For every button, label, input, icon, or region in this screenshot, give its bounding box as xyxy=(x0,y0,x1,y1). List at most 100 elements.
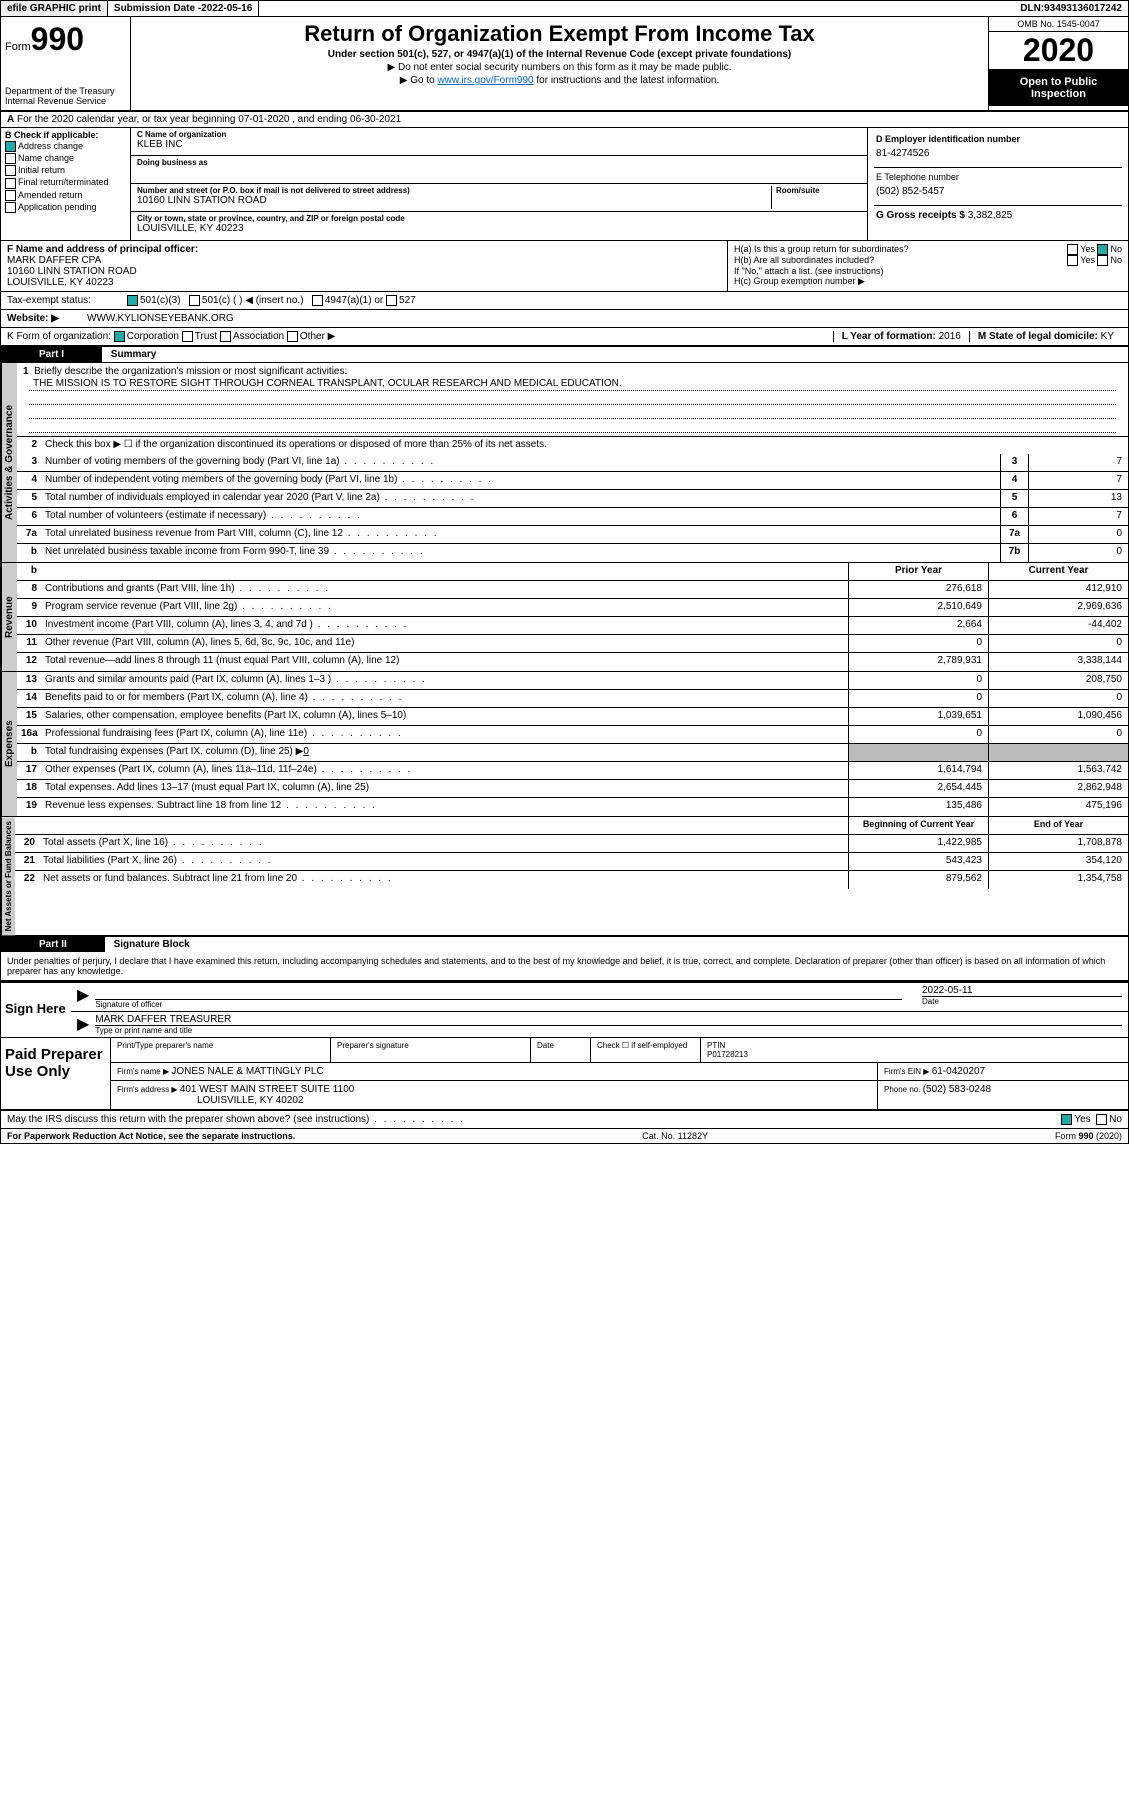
line12: 12Total revenue—add lines 8 through 11 (… xyxy=(17,653,1128,671)
hb2-text: If "No," attach a list. (see instruction… xyxy=(734,266,1122,276)
l20-text: Total assets (Part X, line 16) xyxy=(39,835,848,852)
paid-row3: Firm's address ▶ 401 WEST MAIN STREET SU… xyxy=(111,1081,1128,1109)
sign-section: Sign Here ▶ Signature of officer 2022-05… xyxy=(1,981,1128,1038)
submission-date: Submission Date - 2022-05-16 xyxy=(108,1,259,16)
checkbox-icon[interactable] xyxy=(1067,255,1078,266)
l-val: 2016 xyxy=(939,331,961,342)
line16b: bTotal fundraising expenses (Part IX, co… xyxy=(17,744,1128,762)
col-h: H(a) Is this a group return for subordin… xyxy=(728,241,1128,291)
c14: 0 xyxy=(988,690,1128,707)
c16a: 0 xyxy=(988,726,1128,743)
checkbox-icon[interactable] xyxy=(189,295,200,306)
line4: 4Number of independent voting members of… xyxy=(17,472,1128,490)
checkbox-icon[interactable] xyxy=(312,295,323,306)
footer-right: Form 990 (2020) xyxy=(1055,1131,1122,1141)
c22: 1,354,758 xyxy=(988,871,1128,889)
chk-name-change[interactable]: Name change xyxy=(5,153,126,164)
form-label: Form xyxy=(5,41,31,53)
gross-label: G Gross receipts $ xyxy=(876,210,968,221)
no-label: No xyxy=(1110,244,1122,255)
l8-text: Contributions and grants (Part VIII, lin… xyxy=(41,581,848,598)
mission-blank xyxy=(29,419,1116,433)
c11: 0 xyxy=(988,635,1128,652)
line16a: 16aProfessional fundraising fees (Part I… xyxy=(17,726,1128,744)
goto-line: ▶ Go to www.irs.gov/Form990 for instruct… xyxy=(139,75,980,86)
mission-text: THE MISSION IS TO RESTORE SIGHT THROUGH … xyxy=(29,377,1116,391)
street-label: Number and street (or P.O. box if mail i… xyxy=(137,186,771,195)
p19: 135,486 xyxy=(848,798,988,816)
v6: 7 xyxy=(1028,508,1128,525)
efile-print-button[interactable]: efile GRAPHIC print xyxy=(1,1,108,16)
revenue-tab: Revenue xyxy=(1,563,17,671)
col-b-checkboxes: B Check if applicable: Address change Na… xyxy=(1,128,131,240)
form-num: 990 xyxy=(31,21,84,57)
paid-preparer-section: Paid Preparer Use Only Print/Type prepar… xyxy=(1,1038,1128,1111)
checkbox-icon[interactable] xyxy=(1067,244,1078,255)
line14: 14Benefits paid to or for members (Part … xyxy=(17,690,1128,708)
b-label: B Check if applicable: xyxy=(5,130,126,140)
org-name-label: C Name of organization xyxy=(137,130,861,139)
checkbox-icon[interactable] xyxy=(287,331,298,342)
m-state: M State of legal domicile: KY xyxy=(969,331,1122,342)
checkbox-icon xyxy=(5,178,16,189)
form-subtitle: Under section 501(c), 527, or 4947(a)(1)… xyxy=(139,49,980,60)
revenue-body: Revenue bPrior YearCurrent Year 8Contrib… xyxy=(1,563,1128,672)
ptin-val: P01728213 xyxy=(707,1050,1122,1059)
chk-amended-return[interactable]: Amended return xyxy=(5,190,126,201)
firm-phone-cell: Phone no. (502) 583-0248 xyxy=(878,1081,1128,1109)
checkbox-icon[interactable] xyxy=(1096,1114,1107,1125)
chk-amend-label: Amended return xyxy=(18,190,83,200)
sign-date: 2022-05-11 xyxy=(922,985,1122,996)
checkbox-checked-icon[interactable] xyxy=(114,331,125,342)
l7a-text: Total unrelated business revenue from Pa… xyxy=(41,526,1000,543)
website-label: Website: ▶ xyxy=(7,313,87,324)
line7a: 7aTotal unrelated business revenue from … xyxy=(17,526,1128,544)
officer-name: MARK DAFFER CPA xyxy=(7,255,721,266)
checkbox-checked-icon[interactable] xyxy=(1061,1114,1072,1125)
org-name: KLEB INC xyxy=(137,139,861,150)
checkbox-checked-icon[interactable] xyxy=(127,295,138,306)
officer-street: 10160 LINN STATION ROAD xyxy=(7,266,721,277)
line5: 5Total number of individuals employed in… xyxy=(17,490,1128,508)
hc-text: H(c) Group exemption number ▶ xyxy=(734,276,1122,287)
checkbox-icon[interactable] xyxy=(386,295,397,306)
c10: -44,402 xyxy=(988,617,1128,634)
chk-address-change[interactable]: Address change xyxy=(5,141,126,152)
p9: 2,510,649 xyxy=(848,599,988,616)
dept1: Department of the Treasury xyxy=(5,86,126,96)
shade xyxy=(848,744,988,761)
chk-application-pending[interactable]: Application pending xyxy=(5,202,126,213)
hb-text: H(b) Are all subordinates included? xyxy=(734,255,1067,266)
no-label: No xyxy=(1110,255,1122,266)
phone-label: Phone no. xyxy=(884,1085,923,1094)
checkbox-icon[interactable] xyxy=(220,331,231,342)
chk-initial-return[interactable]: Initial return xyxy=(5,165,126,176)
shade xyxy=(988,744,1128,761)
mission-blank xyxy=(29,391,1116,405)
line13: 13Grants and similar amounts paid (Part … xyxy=(17,672,1128,690)
expenses-body: Expenses 13Grants and similar amounts pa… xyxy=(1,672,1128,817)
part1-badge: Part I xyxy=(1,347,102,362)
ein-label: D Employer identification number xyxy=(876,134,1120,144)
v5: 13 xyxy=(1028,490,1128,507)
revenue-main: bPrior YearCurrent Year 8Contributions a… xyxy=(17,563,1128,671)
4947-label: 4947(a)(1) or xyxy=(325,295,383,306)
topbar: efile GRAPHIC print Submission Date - 20… xyxy=(1,1,1128,17)
l11-text: Other revenue (Part VIII, column (A), li… xyxy=(41,635,848,652)
trust-label: Trust xyxy=(195,331,217,342)
checkbox-icon[interactable] xyxy=(1097,255,1108,266)
assoc-label: Association xyxy=(233,331,284,342)
p16a: 0 xyxy=(848,726,988,743)
checkbox-icon[interactable] xyxy=(182,331,193,342)
v3: 7 xyxy=(1028,454,1128,471)
v7a: 0 xyxy=(1028,526,1128,543)
part2-header-row: Part II Signature Block xyxy=(1,937,1128,952)
checkbox-icon xyxy=(5,165,16,176)
chk-final-return[interactable]: Final return/terminated xyxy=(5,177,126,188)
l14-text: Benefits paid to or for members (Part IX… xyxy=(41,690,848,707)
irs-link[interactable]: www.irs.gov/Form990 xyxy=(437,75,533,86)
checkbox-checked-icon[interactable] xyxy=(1097,244,1108,255)
open-public-badge: Open to Public Inspection xyxy=(989,70,1128,106)
c17: 1,563,742 xyxy=(988,762,1128,779)
line15: 15Salaries, other compensation, employee… xyxy=(17,708,1128,726)
